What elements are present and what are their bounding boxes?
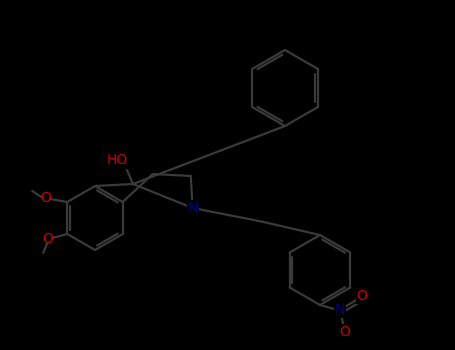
Text: O: O: [40, 191, 51, 205]
Text: O: O: [339, 325, 350, 339]
Text: N: N: [335, 303, 345, 317]
Text: O: O: [42, 232, 53, 246]
Text: HO: HO: [106, 153, 127, 167]
Text: N: N: [187, 201, 198, 215]
Text: O: O: [357, 289, 368, 303]
